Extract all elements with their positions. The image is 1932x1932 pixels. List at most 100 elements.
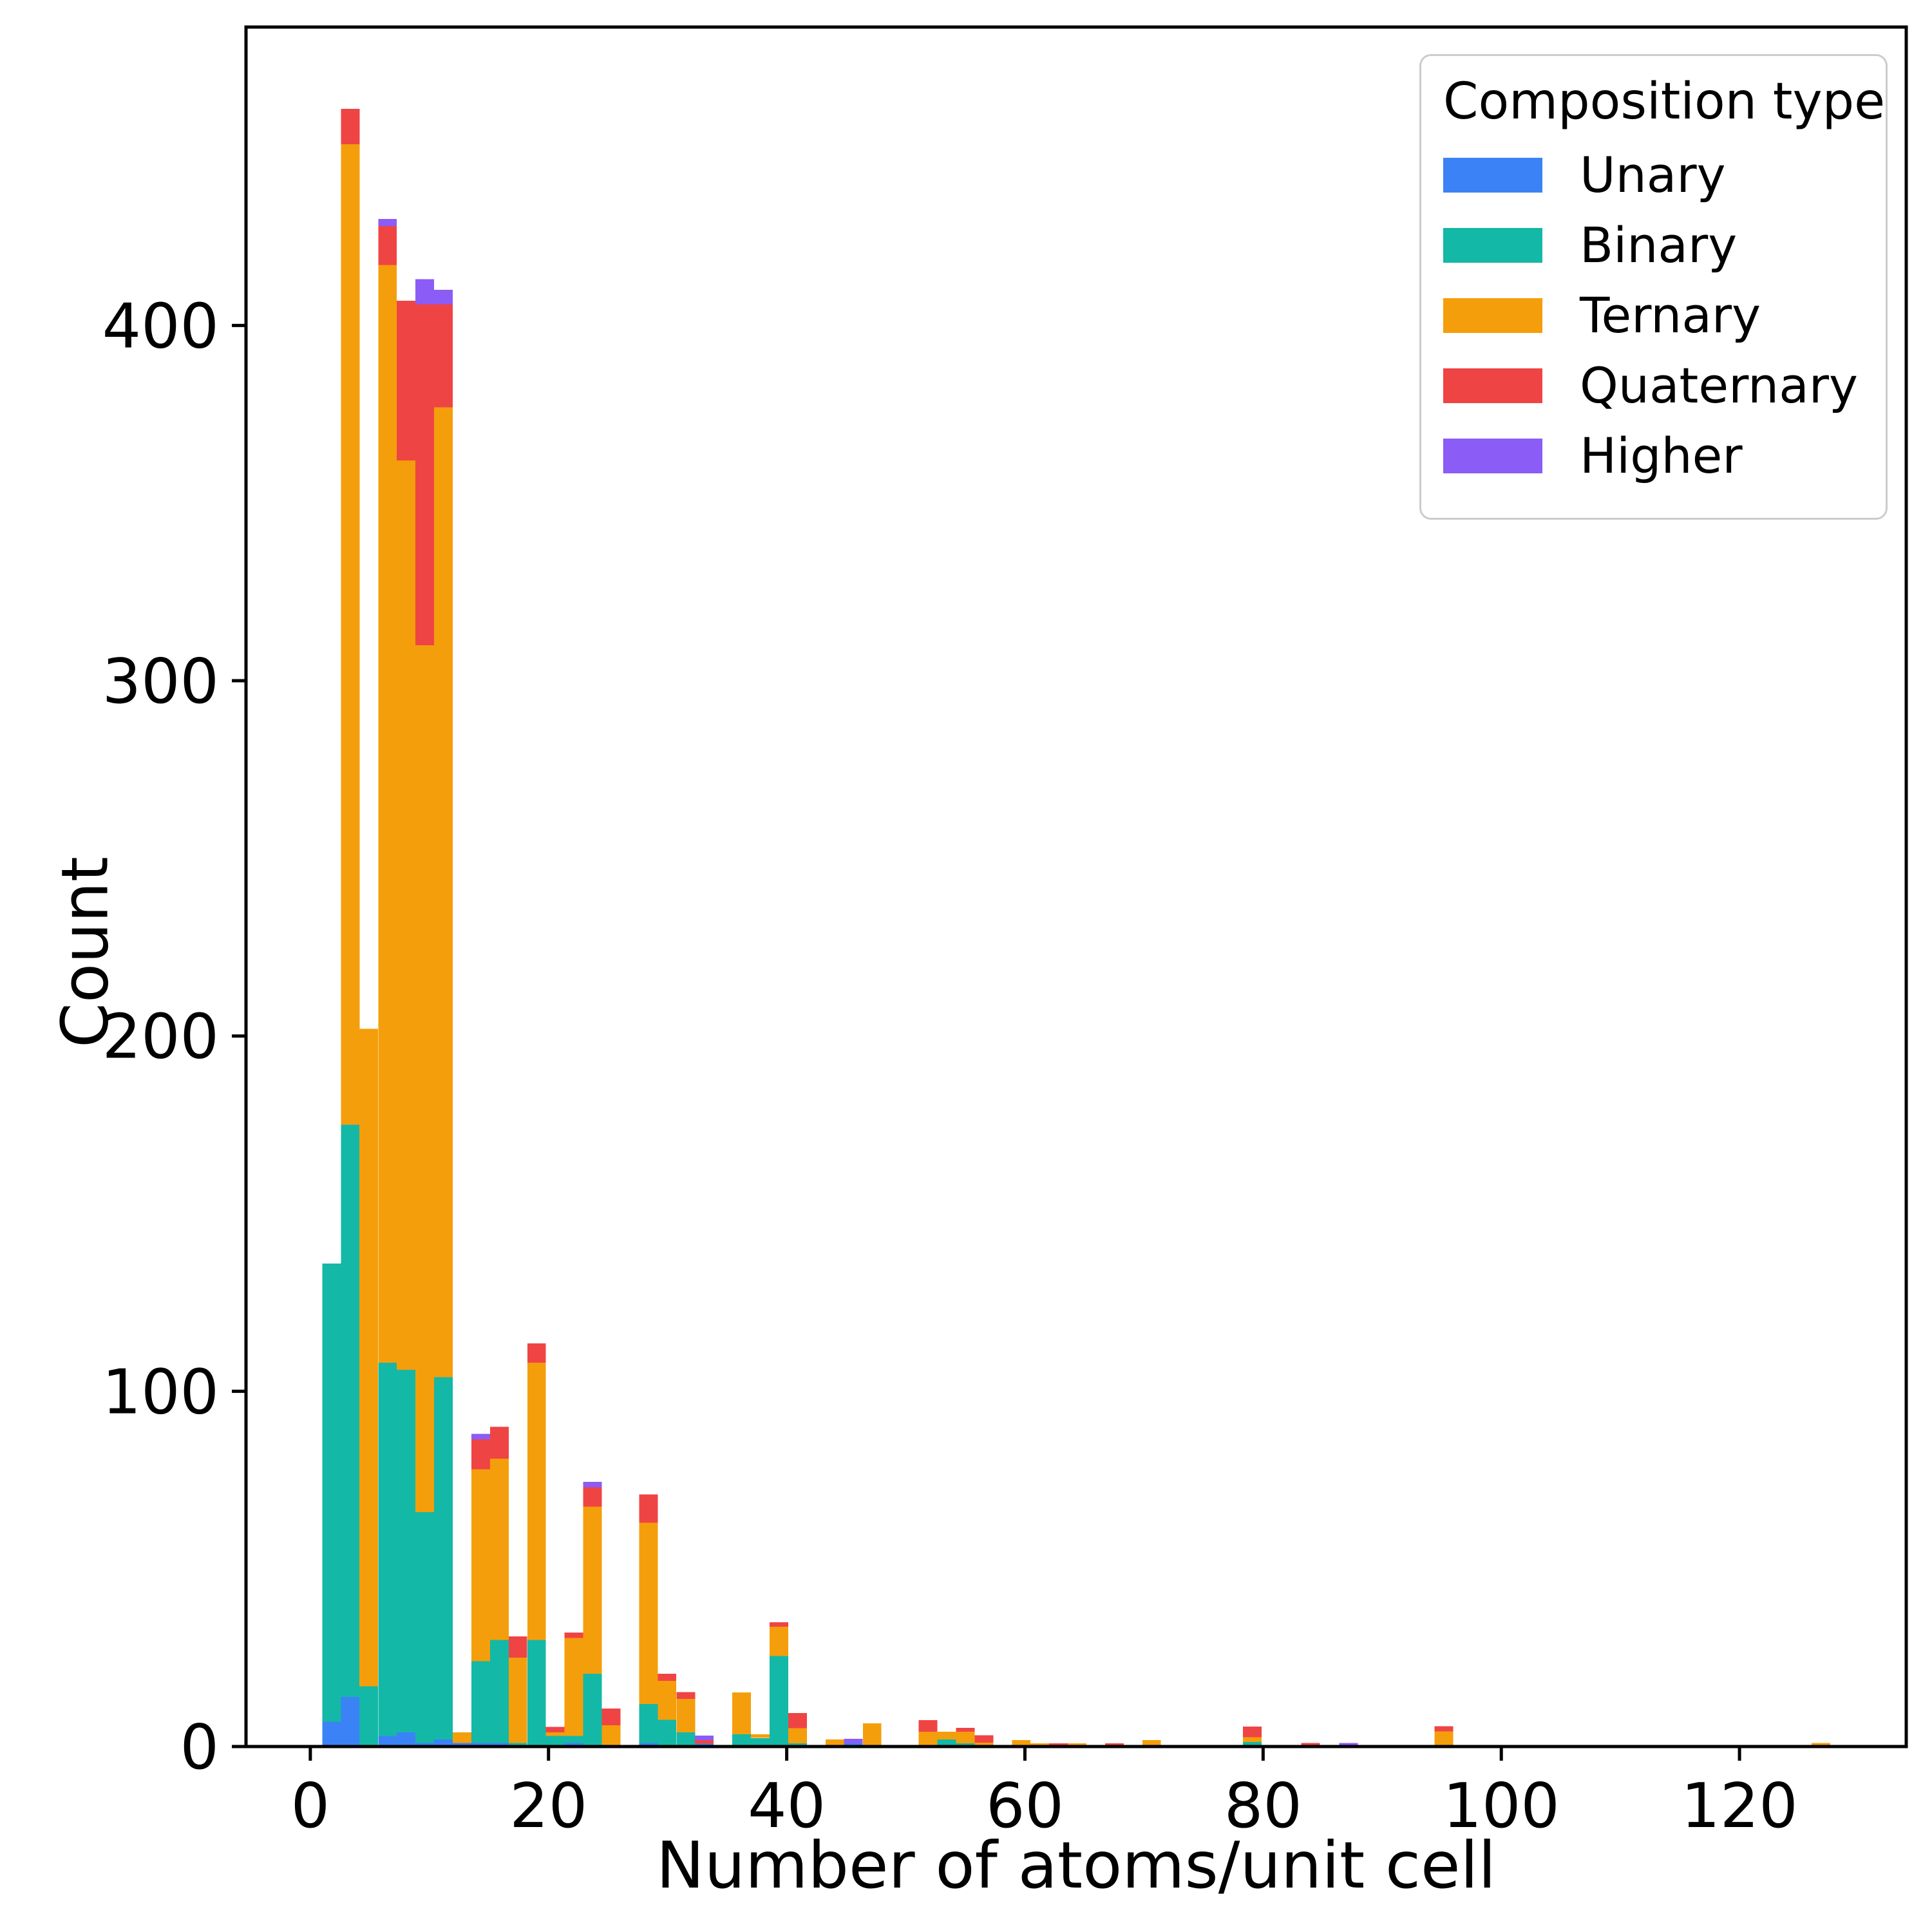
- bar-segment-quaternary: [471, 1439, 490, 1470]
- legend-item-higher: Higher: [1443, 421, 1864, 491]
- bar-segment-unary: [434, 1739, 453, 1747]
- bar-segment-binary: [751, 1738, 770, 1747]
- bar-segment-higher: [583, 1482, 602, 1488]
- bar-segment-ternary: [770, 1627, 788, 1656]
- bar-segment-binary: [1242, 1741, 1262, 1747]
- bar-segment-binary: [527, 1640, 546, 1747]
- legend-label: Higher: [1580, 427, 1743, 484]
- bar-segment-quaternary: [378, 225, 397, 265]
- y-tick-label: 200: [102, 1002, 219, 1073]
- bar-segment-ternary: [397, 460, 415, 1370]
- bar-segment-quaternary: [788, 1713, 807, 1728]
- bar-segment-quaternary: [1301, 1743, 1320, 1747]
- bar-segment-ternary: [583, 1506, 602, 1674]
- y-tick-label: 300: [102, 647, 219, 717]
- legend-label: Quaternary: [1580, 357, 1858, 414]
- bar-segment-quaternary: [1434, 1726, 1454, 1732]
- legend-title: Composition type: [1443, 73, 1886, 131]
- bar-segment-ternary: [341, 144, 360, 1125]
- bar-segment-quaternary: [583, 1487, 602, 1507]
- legend-item-ternary: Ternary: [1443, 280, 1864, 350]
- y-axis-label: Count: [47, 857, 123, 1048]
- bar-segment-unary: [564, 1743, 583, 1747]
- x-tick-label: 100: [1443, 1771, 1560, 1842]
- bar-segment-ternary: [527, 1363, 546, 1640]
- bar-segment-ternary: [974, 1742, 994, 1747]
- bar-segment-quaternary: [956, 1727, 975, 1732]
- x-tick-label: 20: [509, 1771, 587, 1842]
- bar-segment-ternary: [676, 1699, 696, 1732]
- bar-segment-higher: [844, 1738, 863, 1744]
- bar-segment-ternary: [825, 1739, 844, 1745]
- bar-segment-quaternary: [601, 1709, 621, 1725]
- bar-segment-ternary: [862, 1723, 882, 1747]
- legend-swatch-unary: [1443, 157, 1542, 193]
- bar-segment-quaternary: [564, 1632, 583, 1638]
- bar-segment-ternary: [1434, 1731, 1454, 1747]
- bar-segment-ternary: [508, 1658, 527, 1743]
- bar-segment-ternary: [489, 1459, 509, 1640]
- bar-segment-quaternary: [639, 1494, 658, 1523]
- legend-item-binary: Binary: [1443, 210, 1864, 280]
- bar-segment-ternary: [378, 265, 397, 1363]
- bar-segment-quaternary: [508, 1636, 527, 1658]
- bar-segment-unary: [322, 1721, 341, 1747]
- bar-segment-binary: [658, 1719, 677, 1747]
- bar-segment-quaternary: [676, 1692, 696, 1700]
- bar-segment-binary: [676, 1732, 696, 1747]
- bar-segment-binary: [378, 1363, 397, 1736]
- bar-segment-quaternary: [434, 304, 453, 408]
- legend-item-unary: Unary: [1443, 140, 1864, 210]
- x-tick-label: 120: [1681, 1771, 1797, 1842]
- bar-segment-unary: [639, 1743, 658, 1747]
- bar-segment-binary: [545, 1736, 565, 1747]
- bar-segment-quaternary: [545, 1727, 565, 1732]
- bar-segment-quaternary: [918, 1720, 938, 1732]
- bar-segment-binary: [341, 1124, 360, 1697]
- bar-segment-binary: [508, 1743, 527, 1747]
- bar-segment-binary: [564, 1736, 583, 1743]
- bar-segment-ternary: [545, 1732, 565, 1736]
- x-axis-label: Number of atoms/unit cell: [656, 1828, 1497, 1903]
- bar-segment-binary: [415, 1511, 435, 1743]
- bar-segment-ternary: [732, 1692, 751, 1735]
- bar-segment-higher: [1339, 1743, 1358, 1747]
- bar-segment-unary: [341, 1696, 360, 1747]
- bar-segment-binary: [583, 1673, 602, 1747]
- bar-segment-ternary: [788, 1728, 807, 1743]
- bar-segment-ternary: [1142, 1740, 1161, 1747]
- bar-segment-quaternary: [1242, 1727, 1262, 1738]
- bar-segment-higher: [415, 279, 435, 305]
- bar-segment-ternary: [601, 1725, 621, 1747]
- bar-segment-binary: [471, 1661, 490, 1743]
- bar-segment-quaternary: [341, 108, 360, 145]
- bar-segment-unary: [378, 1736, 397, 1747]
- bar-segment-binary: [359, 1686, 379, 1747]
- bar-segment-quaternary: [658, 1673, 677, 1681]
- bar-segment-unary: [471, 1743, 490, 1747]
- y-tick-label: 400: [102, 291, 219, 362]
- bar-segment-binary: [732, 1734, 751, 1747]
- bar-segment-ternary: [937, 1731, 956, 1739]
- bar-segment-ternary: [658, 1680, 677, 1720]
- bar-segment-binary: [639, 1703, 658, 1743]
- bar-segment-binary: [770, 1656, 788, 1747]
- bar-segment-ternary: [1812, 1743, 1830, 1747]
- bar-segment-unary: [453, 1743, 471, 1747]
- bar-segment-ternary: [918, 1731, 938, 1747]
- bar-segment-quaternary: [415, 304, 435, 645]
- bar-segment-higher: [434, 290, 453, 305]
- legend-label: Binary: [1580, 216, 1738, 274]
- bar-segment-binary: [937, 1739, 956, 1747]
- legend-label: Ternary: [1580, 287, 1761, 344]
- bar-segment-ternary: [434, 407, 453, 1378]
- legend-swatch-higher: [1443, 438, 1542, 473]
- bar-segment-ternary: [1242, 1737, 1262, 1742]
- bar-segment-ternary: [564, 1638, 583, 1736]
- bar-segment-higher: [471, 1434, 490, 1439]
- x-tick-label: 60: [986, 1771, 1064, 1842]
- bar-segment-quaternary: [974, 1735, 994, 1743]
- x-tick-label: 40: [748, 1771, 826, 1842]
- bar-segment-quaternary: [695, 1740, 714, 1744]
